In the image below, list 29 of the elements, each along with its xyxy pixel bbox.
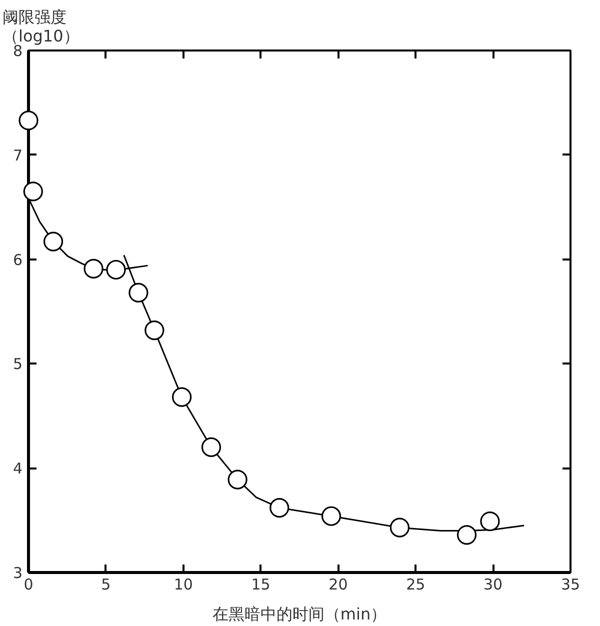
x-tick-label: 15 [251, 576, 270, 594]
x-tick-label: 30 [484, 576, 503, 594]
point [172, 387, 192, 407]
point [480, 512, 500, 532]
y-tick-label: 5 [12, 355, 23, 374]
x-tick-label: 5 [101, 576, 111, 594]
point [201, 437, 222, 457]
point [144, 320, 164, 340]
x-tick-label: 20 [328, 576, 348, 594]
point [390, 518, 410, 538]
point [84, 258, 104, 278]
x-tick-label: 0 [24, 576, 34, 594]
x-tick-label: 25 [406, 576, 426, 594]
point [228, 470, 248, 490]
point [321, 506, 342, 526]
point [128, 282, 148, 302]
point [23, 182, 43, 202]
y-tick-label: 6 [12, 250, 23, 269]
point [106, 260, 126, 280]
point [456, 525, 477, 545]
y-tick-label: 7 [12, 146, 23, 164]
point [270, 498, 290, 518]
x-tick-label: 35 [560, 576, 580, 594]
point [43, 232, 64, 252]
x-axis-title: 在黑暗中的时间（min） [212, 604, 387, 624]
y-tick-label: 4 [12, 460, 23, 478]
point [18, 110, 38, 130]
x-tick-label: 10 [174, 576, 193, 594]
y-tick-label: 3 [12, 564, 23, 582]
